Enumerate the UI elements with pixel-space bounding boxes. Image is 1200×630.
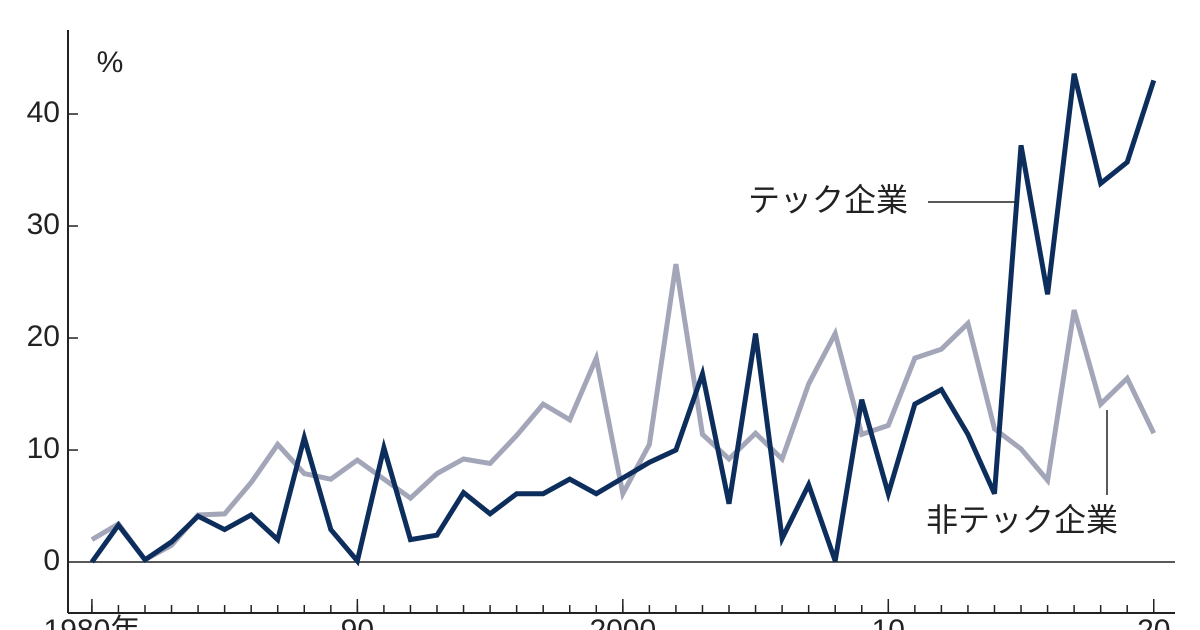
y-tick-label: 20 (27, 320, 60, 353)
y-tick-label: 0 (43, 544, 60, 577)
y-tick-label: 10 (27, 432, 60, 465)
y-tick-label: 30 (27, 208, 60, 241)
series-line (89, 73, 1157, 567)
x-tick-label: 2000 (589, 614, 656, 630)
series-label: テック企業 (748, 181, 908, 219)
x-tick-label: 90 (341, 614, 374, 630)
x-tick-label: 10 (872, 614, 905, 630)
series-label: 非テック企業 (926, 501, 1118, 539)
series-line (90, 263, 1157, 564)
x-tick-label: 20 (1137, 614, 1170, 630)
y-axis-unit: % (97, 46, 124, 79)
x-tick-label: 1980年 (44, 614, 141, 630)
y-tick-label: 40 (27, 96, 60, 129)
